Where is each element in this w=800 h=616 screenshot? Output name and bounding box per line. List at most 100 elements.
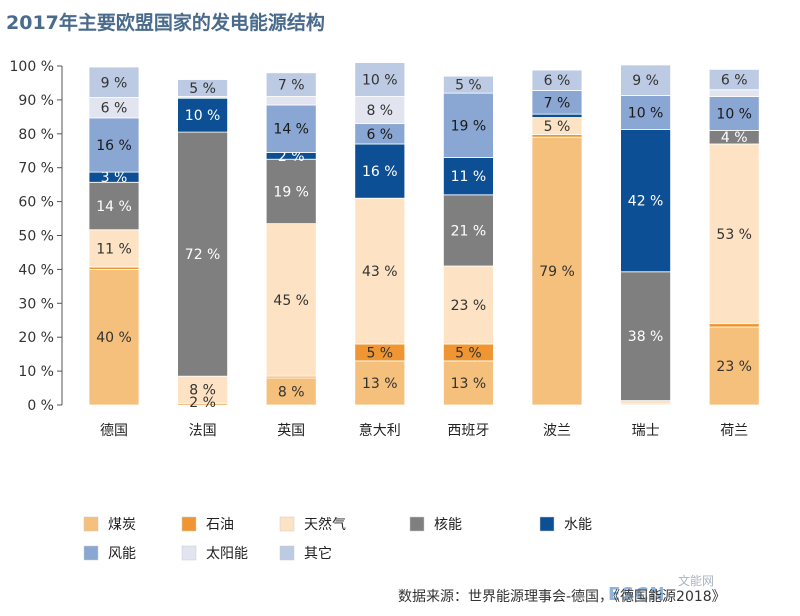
data-label: 43 %	[362, 264, 398, 280]
data-label: 5 %	[366, 345, 393, 361]
bar-segment	[177, 131, 229, 377]
bar-segment	[265, 223, 317, 377]
data-label: 8 %	[189, 383, 216, 399]
y-tick-label: 50 %	[18, 229, 54, 245]
x-category-label: 英国	[277, 422, 305, 439]
legend-swatch	[279, 545, 295, 561]
data-label: 10 %	[185, 108, 221, 124]
data-label: 7 %	[278, 78, 305, 94]
bar-segment	[354, 197, 406, 345]
legend-label: 核能	[434, 517, 462, 533]
data-label: 6 %	[544, 73, 571, 89]
bar-segment	[88, 117, 140, 173]
data-label: 6 %	[101, 101, 128, 117]
data-label: 72 %	[185, 247, 221, 263]
y-tick-label: 60 %	[18, 195, 54, 211]
bar-segment	[442, 75, 494, 94]
data-label: 13 %	[362, 376, 398, 392]
bar-segment	[708, 143, 760, 325]
data-label: 9 %	[632, 73, 659, 89]
y-tick-label: 10 %	[18, 364, 54, 380]
y-tick-label: 70 %	[18, 161, 54, 177]
data-label: 5 %	[544, 119, 571, 135]
bar-segment	[620, 64, 671, 96]
data-label: 7 %	[544, 95, 571, 111]
data-label: 19 %	[273, 184, 309, 200]
bar-segment	[620, 95, 671, 130]
data-label: 9 %	[101, 75, 128, 91]
bar-segment	[265, 104, 317, 153]
bar-segment	[265, 96, 317, 106]
escn-logo: ESCN	[608, 584, 666, 605]
x-category-label: 波兰	[543, 423, 571, 439]
bar-segment	[177, 79, 229, 97]
data-label: 14 %	[96, 199, 132, 215]
bar-segment	[177, 375, 229, 404]
data-label: 40 %	[96, 330, 132, 346]
legend-label: 太阳能	[206, 546, 248, 562]
bar-segment	[531, 113, 583, 118]
data-label: 10 %	[628, 105, 664, 121]
data-label: 11 %	[451, 169, 487, 185]
bar-segment	[442, 92, 494, 158]
bar-segment	[708, 326, 760, 406]
y-tick-label: 20 %	[18, 330, 54, 346]
data-label: 19 %	[451, 118, 487, 134]
bar-segment	[88, 229, 140, 268]
data-label: 38 %	[628, 329, 664, 345]
data-label: 8 %	[366, 103, 393, 119]
x-category-label: 法国	[189, 423, 217, 439]
y-tick-label: 30 %	[18, 296, 54, 312]
y-tick-label: 40 %	[18, 262, 54, 278]
data-label: 10 %	[362, 73, 398, 89]
data-label: 21 %	[451, 223, 487, 239]
y-tick-label: 90 %	[18, 93, 54, 109]
data-label: 6 %	[721, 73, 748, 89]
data-label: 4 %	[721, 130, 748, 146]
watermark-text: 文能网	[678, 574, 715, 588]
data-label: 45 %	[273, 293, 309, 309]
y-tick-label: 80 %	[18, 127, 54, 143]
x-category-label: 瑞士	[632, 423, 660, 439]
x-category-label: 西班牙	[447, 423, 489, 439]
bar-segment	[708, 68, 760, 91]
legend-label: 石油	[206, 517, 234, 533]
y-tick-label: 0 %	[27, 398, 54, 414]
bar-segment	[531, 69, 583, 91]
data-label: 10 %	[716, 106, 752, 122]
bar-segment	[708, 89, 760, 97]
data-label: 53 %	[716, 227, 752, 243]
legend-label: 风能	[108, 546, 136, 562]
data-label: 79 %	[539, 264, 575, 280]
x-category-label: 意大利	[359, 422, 401, 439]
data-label: 5 %	[455, 78, 482, 94]
y-tick-label: 100 %	[10, 59, 54, 75]
data-label: 23 %	[451, 298, 487, 314]
bar-segment	[265, 72, 317, 97]
bar-segment	[708, 323, 760, 328]
legend-swatch	[539, 516, 555, 532]
legend-label: 水能	[564, 517, 592, 533]
legend-swatch	[181, 516, 197, 532]
x-category-label: 德国	[100, 423, 128, 439]
bar-segment	[442, 157, 494, 196]
bar-segment	[88, 66, 140, 98]
legend-swatch	[279, 516, 295, 532]
bar-segment	[620, 271, 671, 401]
data-label: 6 %	[366, 127, 393, 143]
data-label: 42 %	[628, 194, 664, 210]
bar-segment	[354, 143, 406, 199]
data-label: 8 %	[278, 384, 305, 400]
data-label: 2 %	[189, 395, 216, 411]
data-label: 3 %	[101, 170, 128, 186]
bar-segment	[708, 96, 760, 131]
data-label: 11 %	[96, 241, 132, 257]
data-label: 5 %	[455, 345, 482, 361]
bar-segment	[442, 194, 494, 267]
legend-label: 煤炭	[108, 517, 136, 533]
data-label: 23 %	[716, 359, 752, 375]
data-label: 14 %	[273, 122, 309, 138]
chart-title: 2017年主要欧盟国家的发电能源结构	[6, 12, 325, 34]
legend-swatch	[83, 516, 99, 532]
bar-segment	[620, 128, 671, 273]
